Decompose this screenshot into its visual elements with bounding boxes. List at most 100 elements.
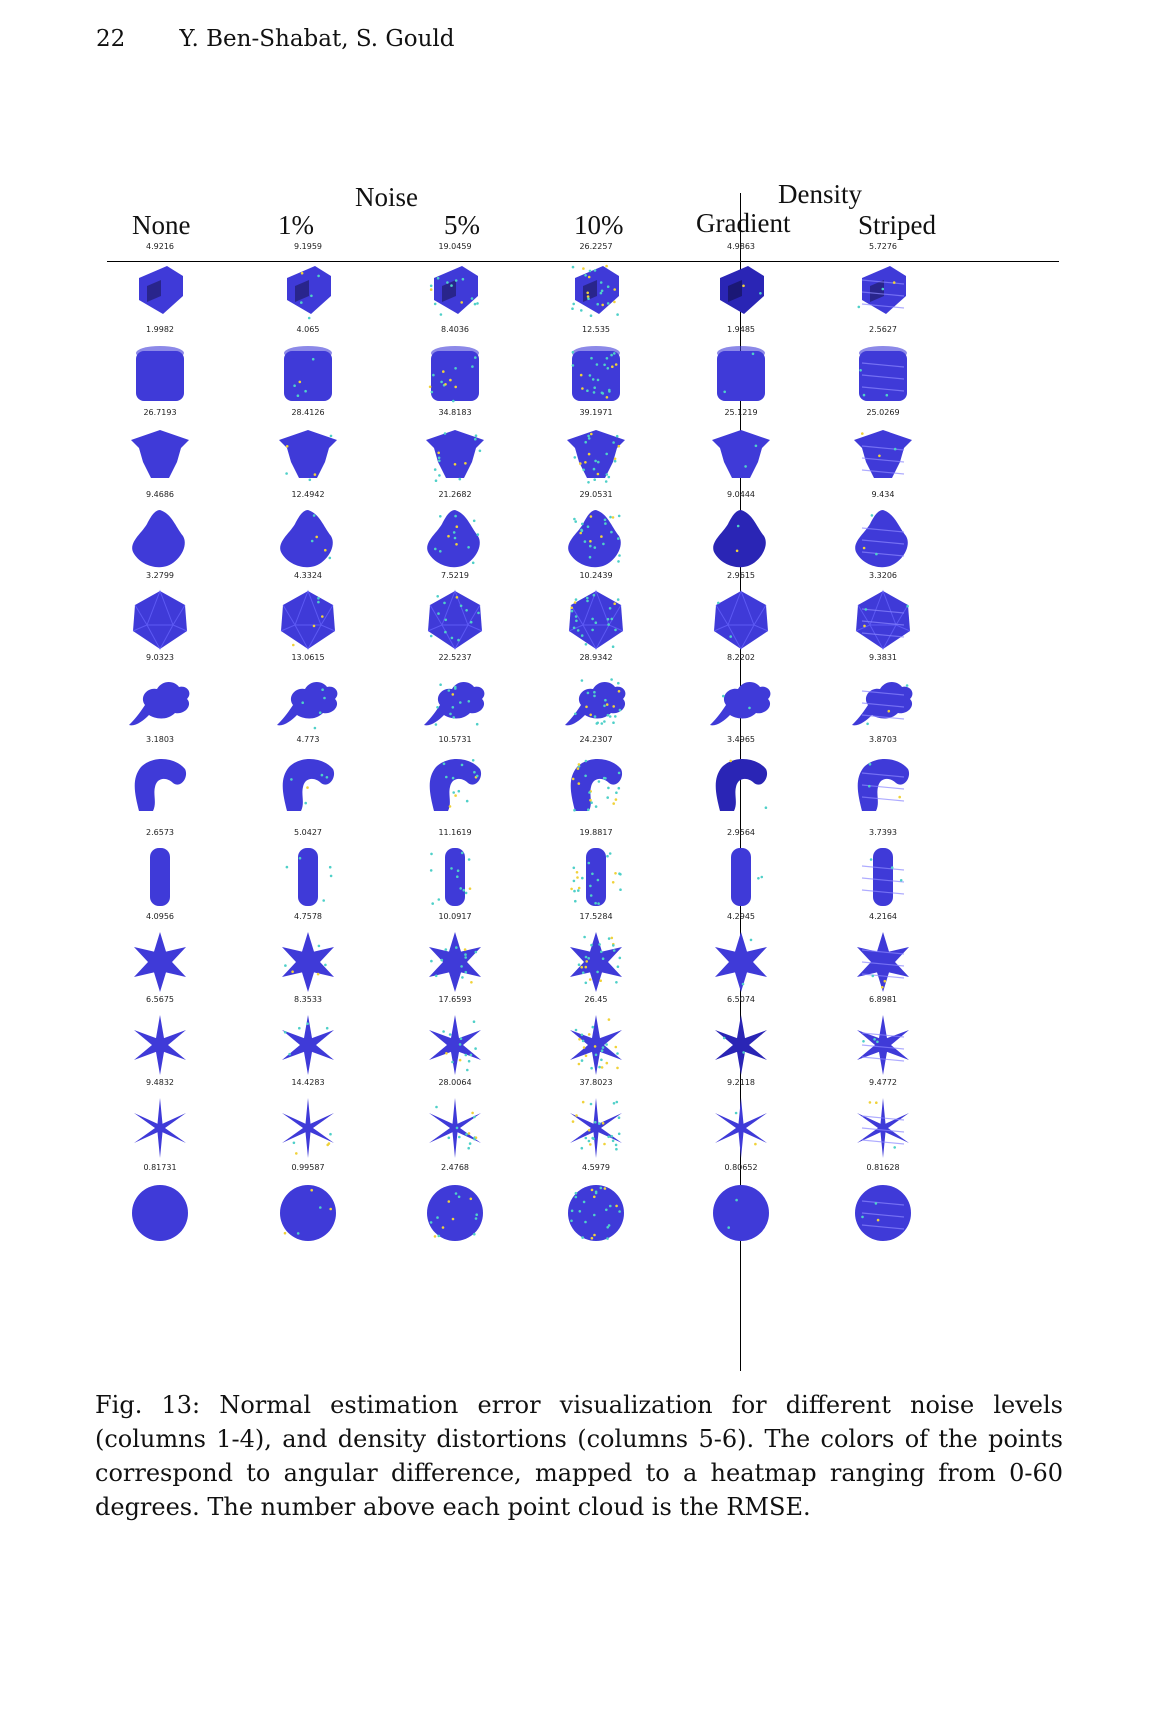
- rmse-label: 0.81628: [866, 1163, 900, 1172]
- sphere-icon: [698, 1177, 784, 1247]
- star-thick-icon: [698, 926, 784, 996]
- rmse-label: 19.0459: [438, 242, 472, 251]
- rmse-label: 39.1971: [579, 408, 613, 417]
- box-house-icon: [698, 256, 784, 326]
- rmse-label: 25.1219: [724, 408, 758, 417]
- icosahedron-icon: [553, 585, 639, 655]
- figure-caption: Fig. 13: Normal estimation error visuali…: [95, 1391, 1063, 1521]
- sphere-icon: [553, 1177, 639, 1247]
- column-header-noise-1: 1%: [278, 210, 314, 240]
- column-capital-icon: [412, 422, 498, 492]
- column-header-noise-5: 5%: [444, 210, 480, 240]
- box-house-icon: [265, 256, 351, 326]
- icosahedron-icon: [698, 585, 784, 655]
- column-capital-icon: [117, 422, 203, 492]
- rmse-label: 13.0615: [291, 653, 325, 662]
- rmse-label: 9.0444: [727, 490, 755, 499]
- rmse-label: 17.6593: [438, 995, 472, 1004]
- rmse-label: 9.0323: [146, 653, 174, 662]
- column-capital-icon: [840, 422, 926, 492]
- rmse-label: 1.9982: [146, 325, 174, 334]
- rmse-label: 37.8023: [579, 1078, 613, 1087]
- star-medium-icon: [117, 1009, 203, 1079]
- rmse-label: 26.7193: [143, 408, 177, 417]
- rmse-label: 2.4768: [441, 1163, 469, 1172]
- bent-tube-icon: [698, 749, 784, 819]
- column-header-noise-10: 10%: [574, 210, 624, 240]
- box-house-icon: [840, 256, 926, 326]
- rmse-label: 3.3206: [869, 571, 897, 580]
- rmse-label: 4.065: [296, 325, 320, 334]
- rmse-label: 4.2164: [869, 912, 897, 921]
- star-thick-icon: [412, 926, 498, 996]
- header-rule: [107, 261, 1059, 262]
- rmse-label: 28.0064: [438, 1078, 472, 1087]
- rmse-label: 2.9615: [727, 571, 755, 580]
- rmse-label: 4.5979: [582, 1163, 610, 1172]
- dragon-icon: [840, 667, 926, 737]
- rmse-label: 4.9216: [146, 242, 174, 251]
- rmse-label: 0.99587: [291, 1163, 325, 1172]
- running-authors: Y. Ben-Shabat, S. Gould: [179, 26, 455, 52]
- sculpture-icon: [412, 504, 498, 574]
- box-house-icon: [117, 256, 203, 326]
- star-medium-icon: [265, 1009, 351, 1079]
- icosahedron-icon: [117, 585, 203, 655]
- dragon-icon: [265, 667, 351, 737]
- box-house-icon: [412, 256, 498, 326]
- rmse-label: 4.3324: [294, 571, 322, 580]
- sphere-icon: [412, 1177, 498, 1247]
- rmse-label: 6.8981: [869, 995, 897, 1004]
- rmse-label: 5.7276: [869, 242, 897, 251]
- rmse-label: 8.2202: [727, 653, 755, 662]
- sculpture-icon: [698, 504, 784, 574]
- tall-cylinder-icon: [840, 842, 926, 912]
- sphere-icon: [117, 1177, 203, 1247]
- rmse-label: 11.1619: [438, 828, 472, 837]
- bent-tube-icon: [840, 749, 926, 819]
- rmse-label: 4.7578: [294, 912, 322, 921]
- rmse-label: 9.4772: [869, 1078, 897, 1087]
- rmse-label: 2.9564: [727, 828, 755, 837]
- rmse-label: 4.9863: [727, 242, 755, 251]
- rmse-label: 28.9342: [579, 653, 613, 662]
- icosahedron-icon: [265, 585, 351, 655]
- rmse-label: 9.4686: [146, 490, 174, 499]
- group-divider: [740, 193, 741, 1371]
- rmse-label: 4.773: [296, 735, 320, 744]
- rmse-label: 9.1959: [294, 242, 322, 251]
- rmse-label: 6.5675: [146, 995, 174, 1004]
- rmse-label: 3.1803: [146, 735, 174, 744]
- rmse-label: 7.5219: [441, 571, 469, 580]
- column-capital-icon: [265, 422, 351, 492]
- bent-tube-icon: [553, 749, 639, 819]
- bent-tube-icon: [265, 749, 351, 819]
- rmse-label: 22.5237: [438, 653, 472, 662]
- rmse-label: 0.80652: [724, 1163, 758, 1172]
- rmse-label: 3.8703: [869, 735, 897, 744]
- rmse-label: 14.4283: [291, 1078, 325, 1087]
- rmse-label: 25.0269: [866, 408, 900, 417]
- star-thick-icon: [840, 926, 926, 996]
- rmse-label: 9.2118: [727, 1078, 755, 1087]
- tall-cylinder-icon: [117, 842, 203, 912]
- icosahedron-icon: [840, 585, 926, 655]
- rmse-label: 29.0531: [579, 490, 613, 499]
- noise-group-label: Noise: [355, 182, 418, 212]
- rmse-label: 0.81731: [143, 1163, 177, 1172]
- rmse-label: 26.45: [584, 995, 608, 1004]
- rmse-label: 3.7393: [869, 828, 897, 837]
- tall-cylinder-icon: [265, 842, 351, 912]
- rmse-label: 9.434: [871, 490, 895, 499]
- sculpture-icon: [117, 504, 203, 574]
- dragon-icon: [412, 667, 498, 737]
- star-thin-icon: [412, 1092, 498, 1162]
- rmse-label: 10.5731: [438, 735, 472, 744]
- star-thin-icon: [265, 1092, 351, 1162]
- sphere-icon: [265, 1177, 351, 1247]
- bent-tube-icon: [412, 749, 498, 819]
- star-thick-icon: [265, 926, 351, 996]
- rmse-label: 19.8817: [579, 828, 613, 837]
- sphere-icon: [840, 1177, 926, 1247]
- star-medium-icon: [553, 1009, 639, 1079]
